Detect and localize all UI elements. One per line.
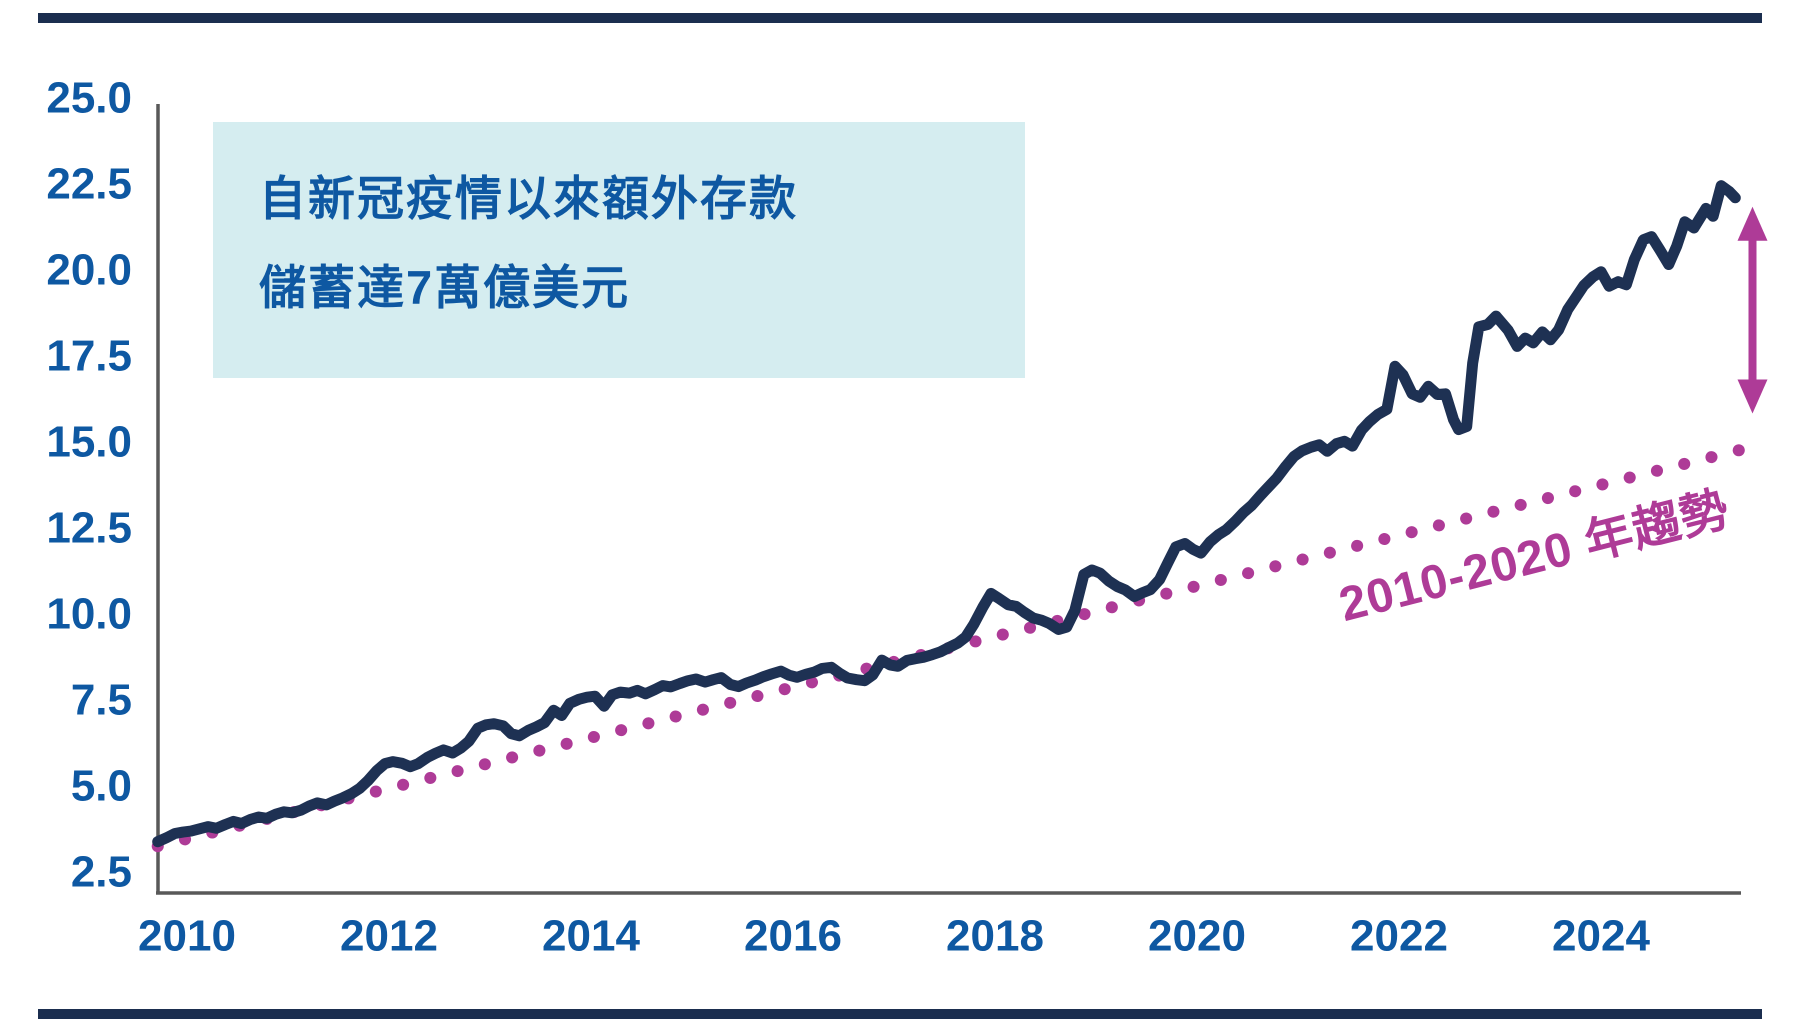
x-tick-label: 2010 — [138, 912, 236, 961]
x-tick-label: 2022 — [1350, 912, 1448, 961]
x-tick-label: 2012 — [340, 912, 438, 961]
y-tick-label: 22.5 — [46, 160, 132, 209]
y-tick-label: 15.0 — [46, 418, 132, 467]
x-tick-label: 2024 — [1552, 912, 1650, 961]
y-tick-label: 7.5 — [71, 676, 132, 725]
y-tick-label: 10.0 — [46, 590, 132, 639]
annotation-line-2: 儲蓄達7萬億美元 — [259, 261, 631, 314]
y-tick-label: 5.0 — [71, 762, 132, 811]
annotation-box: 自新冠疫情以來額外存款 儲蓄達7萬億美元 — [213, 122, 1025, 378]
gap-arrow-head-up — [1737, 206, 1768, 241]
x-tick-label: 2014 — [542, 912, 640, 961]
top-border-bar — [38, 13, 1762, 23]
deposits-series-line — [152, 180, 1741, 848]
y-tick-label: 25.0 — [46, 74, 132, 123]
x-tick-label: 2018 — [946, 912, 1044, 961]
y-tick-label: 20.0 — [46, 246, 132, 295]
y-tick-label: 12.5 — [46, 504, 132, 553]
bottom-border-bar — [38, 1009, 1762, 1019]
annotation-line-1: 自新冠疫情以來額外存款 — [259, 172, 798, 225]
x-tick-label: 2020 — [1148, 912, 1246, 961]
x-tick-label: 2016 — [744, 912, 842, 961]
y-tick-label: 17.5 — [46, 332, 132, 381]
y-tick-label: 2.5 — [71, 848, 132, 897]
gap-arrow-head-down — [1737, 379, 1768, 414]
